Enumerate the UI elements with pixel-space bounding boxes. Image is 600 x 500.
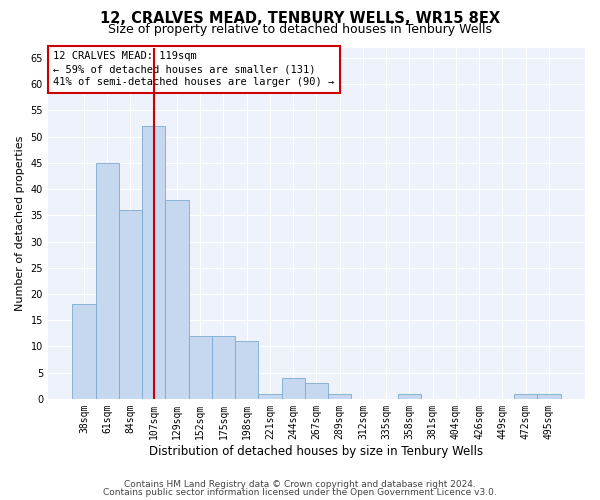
Bar	[305, 383, 328, 399]
Bar	[328, 394, 352, 399]
Bar	[142, 126, 166, 399]
Bar	[119, 210, 142, 399]
Text: 12, CRALVES MEAD, TENBURY WELLS, WR15 8EX: 12, CRALVES MEAD, TENBURY WELLS, WR15 8E…	[100, 11, 500, 26]
Bar	[514, 394, 538, 399]
Bar	[398, 394, 421, 399]
Y-axis label: Number of detached properties: Number of detached properties	[15, 136, 25, 311]
Bar	[538, 394, 560, 399]
Bar	[212, 336, 235, 399]
Bar	[166, 200, 188, 399]
Bar	[73, 304, 95, 399]
Text: Size of property relative to detached houses in Tenbury Wells: Size of property relative to detached ho…	[108, 22, 492, 36]
Bar	[281, 378, 305, 399]
Text: Contains HM Land Registry data © Crown copyright and database right 2024.: Contains HM Land Registry data © Crown c…	[124, 480, 476, 489]
Bar	[95, 163, 119, 399]
Bar	[188, 336, 212, 399]
X-axis label: Distribution of detached houses by size in Tenbury Wells: Distribution of detached houses by size …	[149, 444, 484, 458]
Text: 12 CRALVES MEAD: 119sqm
← 59% of detached houses are smaller (131)
41% of semi-d: 12 CRALVES MEAD: 119sqm ← 59% of detache…	[53, 51, 335, 88]
Bar	[259, 394, 281, 399]
Text: Contains public sector information licensed under the Open Government Licence v3: Contains public sector information licen…	[103, 488, 497, 497]
Bar	[235, 341, 259, 399]
